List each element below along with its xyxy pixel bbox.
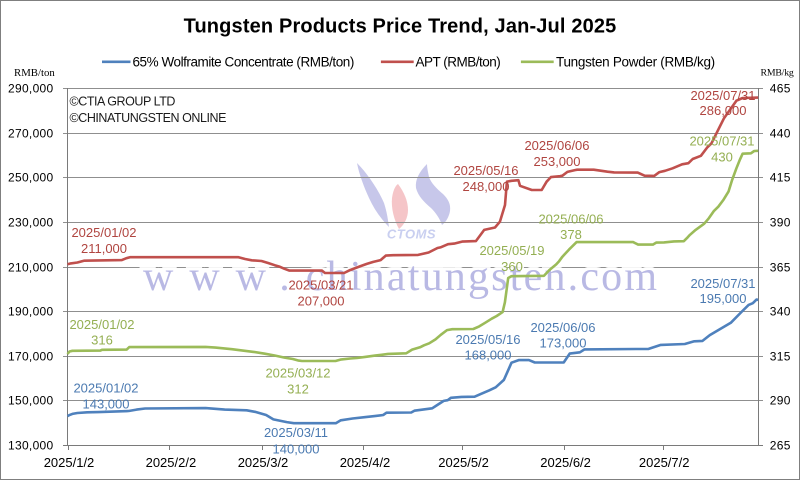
- svg-text:290,000: 290,000: [8, 82, 54, 96]
- svg-text:440: 440: [770, 127, 791, 141]
- svg-text:Tungsten Powder (RMB/kg): Tungsten Powder (RMB/kg): [556, 55, 715, 70]
- svg-text:2025/6/2: 2025/6/2: [540, 455, 591, 470]
- svg-text:365: 365: [770, 261, 791, 275]
- svg-text:130,000: 130,000: [8, 439, 54, 453]
- svg-text:315: 315: [770, 350, 791, 364]
- svg-text:195,000: 195,000: [700, 291, 747, 306]
- svg-text:RMB/kg: RMB/kg: [761, 68, 794, 79]
- svg-text:150,000: 150,000: [8, 394, 54, 408]
- svg-text:173,000: 173,000: [540, 336, 587, 351]
- svg-text:2025/05/19: 2025/05/19: [479, 243, 544, 258]
- svg-text:290: 290: [770, 394, 791, 408]
- svg-text:www.chinatungsten.com: www.chinatungsten.com: [143, 254, 659, 300]
- svg-text:430: 430: [711, 149, 733, 164]
- svg-text:316: 316: [91, 333, 113, 348]
- svg-text:253,000: 253,000: [534, 154, 581, 169]
- svg-text:2025/06/06: 2025/06/06: [538, 212, 603, 227]
- svg-text:248,000: 248,000: [463, 179, 510, 194]
- svg-text:270,000: 270,000: [8, 127, 54, 141]
- svg-text:2025/03/11: 2025/03/11: [264, 425, 328, 440]
- svg-text:2025/07/31: 2025/07/31: [690, 88, 755, 103]
- svg-text:2025/2/2: 2025/2/2: [146, 455, 197, 470]
- svg-text:465: 465: [770, 82, 791, 96]
- svg-text:CTOMS: CTOMS: [387, 227, 436, 242]
- svg-text:286,000: 286,000: [700, 103, 747, 118]
- svg-text:211,000: 211,000: [81, 241, 127, 256]
- svg-text:www.chinatungsten.com: www.chinatungsten.com: [143, 254, 659, 300]
- svg-text:140,000: 140,000: [273, 442, 320, 457]
- svg-text:415: 415: [770, 171, 791, 185]
- svg-text:2025/06/06: 2025/06/06: [524, 138, 589, 153]
- svg-text:2025/07/31: 2025/07/31: [689, 134, 754, 149]
- svg-text:170,000: 170,000: [8, 350, 54, 364]
- svg-text:2025/7/2: 2025/7/2: [639, 455, 690, 470]
- svg-text:190,000: 190,000: [8, 305, 54, 319]
- svg-text:210,000: 210,000: [8, 261, 54, 275]
- svg-text:2025/07/31: 2025/07/31: [690, 276, 755, 291]
- svg-text:2025/01/02: 2025/01/02: [73, 381, 138, 396]
- svg-text:©CHINATUNGSTEN ONLINE: ©CHINATUNGSTEN ONLINE: [70, 111, 227, 125]
- svg-text:168,000: 168,000: [465, 348, 512, 363]
- svg-text:2025/01/02: 2025/01/02: [69, 317, 134, 332]
- svg-text:2025/4/2: 2025/4/2: [340, 455, 391, 470]
- svg-text:Tungsten Products Price Trend,: Tungsten Products Price Trend, Jan-Jul 2…: [184, 16, 617, 38]
- svg-text:2025/05/16: 2025/05/16: [453, 163, 518, 178]
- svg-text:340: 340: [770, 305, 791, 319]
- svg-text:312: 312: [287, 382, 309, 397]
- svg-text:360: 360: [501, 259, 523, 274]
- svg-text:2025/3/2: 2025/3/2: [238, 455, 289, 470]
- svg-text:230,000: 230,000: [8, 216, 54, 230]
- svg-text:©CTIA GROUP LTD: ©CTIA GROUP LTD: [70, 95, 176, 109]
- svg-text:2025/1/2: 2025/1/2: [44, 455, 95, 470]
- svg-text:390: 390: [770, 216, 791, 230]
- svg-text:2025/03/21: 2025/03/21: [288, 278, 353, 293]
- svg-text:2025/5/2: 2025/5/2: [438, 455, 489, 470]
- svg-text:65% Wolframite Concentrate (RM: 65% Wolframite Concentrate (RMB/ton): [133, 55, 354, 70]
- svg-text:207,000: 207,000: [298, 294, 345, 309]
- svg-text:378: 378: [560, 227, 582, 242]
- svg-text:2025/01/02: 2025/01/02: [71, 225, 136, 240]
- svg-text:2025/06/06: 2025/06/06: [530, 320, 595, 335]
- svg-text:250,000: 250,000: [8, 171, 54, 185]
- svg-text:APT (RMB/ton): APT (RMB/ton): [416, 55, 501, 70]
- svg-text:143,000: 143,000: [83, 397, 130, 412]
- svg-text:2025/05/16: 2025/05/16: [455, 332, 520, 347]
- svg-text:265: 265: [770, 439, 791, 453]
- svg-text:2025/03/12: 2025/03/12: [265, 366, 330, 381]
- svg-text:RMB/ton: RMB/ton: [14, 67, 55, 79]
